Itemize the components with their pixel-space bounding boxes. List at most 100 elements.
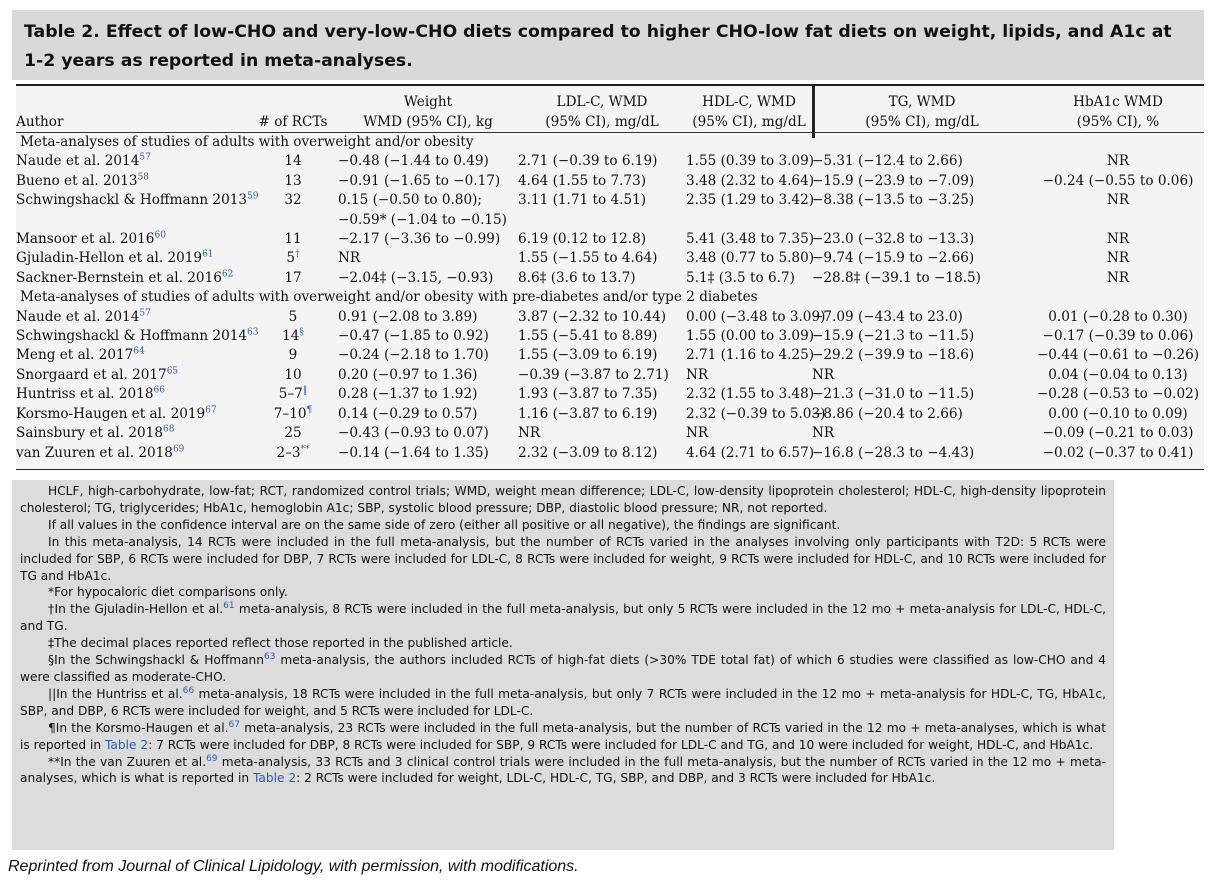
cell-tg: −15.9 (−21.3 to −11.5) xyxy=(812,328,975,345)
table-row: −0.59* (−1.04 to −0.15) xyxy=(16,211,1204,230)
cell-hdl: 3.48 (2.32 to 4.64) xyxy=(686,172,815,189)
cell-tg: NR xyxy=(812,425,835,442)
cell-hdl: 3.48 (0.77 to 5.80) xyxy=(686,250,815,267)
cell-hdl: 4.64 (2.71 to 6.57) xyxy=(686,444,815,461)
cell-hba1c: NR xyxy=(1106,192,1130,209)
cell-hba1c: 0.00 (−0.10 to 0.09) xyxy=(1048,405,1188,422)
table-row: Schwingshackl & Hoffmann 201359 32 0.15 (−… xyxy=(16,191,1204,210)
table-row: Gjuladin-Hellon et al. 201961 5† NR 1.55 (−… xyxy=(16,249,1204,268)
cell-author: van Zuuren et al. 201869 xyxy=(16,443,185,461)
cell-hba1c: NR xyxy=(1106,269,1130,286)
header-hba1c: HbA1c WMD (95% CI), % xyxy=(1032,88,1204,133)
cell-weight: −0.14 (−1.64 to 1.35) xyxy=(338,444,489,461)
table-row: Mansoor et al. 201660 11 −2.17 (−3.36 to −… xyxy=(16,230,1204,249)
table-2-link[interactable]: Table 2 xyxy=(104,737,149,752)
reprint-credit: Reprinted from Journal of Clinical Lipid… xyxy=(8,858,579,875)
cell-rcts: 32 xyxy=(284,192,302,209)
note-parallel: ||In the Huntriss et al.66 meta-analysis… xyxy=(20,685,1106,718)
table-title: Table 2. Effect of low-CHO and very-low-… xyxy=(12,10,1204,80)
cell-rcts: 14 xyxy=(284,153,302,170)
cell-tg: −15.9 (−23.9 to −7.09) xyxy=(812,172,975,189)
table-row: Huntriss et al. 201866 5–7‖ 0.28 (−1.37 to… xyxy=(16,385,1204,404)
cell-author: Schwingshackl & Hoffmann 201359 xyxy=(16,191,259,209)
cell-tg: −21.3 (−31.0 to −11.5) xyxy=(812,386,975,403)
cell-weight: −0.59* (−1.04 to −0.15) xyxy=(338,211,507,228)
cell-tg: NR xyxy=(812,366,835,383)
cell-rcts: 17 xyxy=(284,269,302,286)
cell-tg: −7.09 (−43.4 to 23.0) xyxy=(812,308,963,325)
cell-weight: 0.14 (−0.29 to 0.57) xyxy=(338,405,478,422)
data-table-panel: Author # of RCTs Weight WMD (95% CI), kg … xyxy=(16,84,1204,470)
cell-ldl: 3.11 (1.71 to 4.51) xyxy=(518,192,647,209)
cell-weight: −2.04‡ (−3.15, −0.93) xyxy=(338,269,494,286)
cell-author: Meng et al. 201764 xyxy=(16,346,145,364)
cell-author: Naude et al. 201457 xyxy=(16,308,151,325)
cell-tg: −28.8‡ (−39.1 to −18.5) xyxy=(812,269,981,286)
table-row: Bueno et al. 201358 13 −0.91 (−1.65 to −0.… xyxy=(16,172,1204,191)
cell-tg: −8.86 (−20.4 to 2.66) xyxy=(812,405,963,422)
cell-rcts: 2–3** xyxy=(276,443,310,461)
cell-weight: −0.43 (−0.93 to 0.07) xyxy=(338,425,489,442)
cell-rcts: 5 xyxy=(288,308,298,325)
cell-ldl: 3.87 (−2.32 to 10.44) xyxy=(518,308,667,325)
cell-hdl xyxy=(686,211,812,230)
cell-hdl: 2.32 (1.55 to 3.48) xyxy=(686,386,815,403)
header-tg: TG, WMD (95% CI), mg/dL xyxy=(812,88,1032,133)
note-t2d: In this meta-analysis, 14 RCTs were incl… xyxy=(20,534,1106,583)
cell-ldl: 8.6‡ (3.6 to 13.7) xyxy=(518,269,636,286)
table-row: Korsmo-Haugen et al. 201967 7–10¶ 0.14 (−0… xyxy=(16,405,1204,424)
cell-hdl: 1.55 (0.00 to 3.09) xyxy=(686,328,815,345)
cell-weight: −0.24 (−2.18 to 1.70) xyxy=(338,347,489,364)
cell-hba1c: NR xyxy=(1106,231,1130,248)
table-footnotes: HCLF, high-carbohydrate, low-fat; RCT, r… xyxy=(12,480,1114,850)
section-row: Meta-analyses of studies of adults with … xyxy=(16,133,1204,153)
cell-rcts xyxy=(248,211,338,230)
cell-hba1c: −0.09 (−0.21 to 0.03) xyxy=(1042,425,1194,442)
section-row: Meta-analyses of studies of adults with … xyxy=(16,288,1204,307)
table-row: Naude et al. 201457 14 −0.48 (−1.44 to 0.4… xyxy=(16,152,1204,171)
cell-weight: NR xyxy=(338,250,361,267)
cell-ldl: 1.93 (−3.87 to 7.35) xyxy=(518,386,658,403)
cell-hba1c: NR xyxy=(1106,250,1130,267)
note-double-star: **In the van Zuuren et al.69 meta-analys… xyxy=(20,753,1106,786)
table-row: Schwingshackl & Hoffmann 201463 14§ −0.47 … xyxy=(16,327,1204,346)
table-row: Snorgaard et al. 201765 10 0.20 (−0.97 to … xyxy=(16,366,1204,385)
cell-rcts: 7–10¶ xyxy=(273,405,313,422)
cell-author: Schwingshackl & Hoffmann 201463 xyxy=(16,327,259,345)
header-ldl: LDL-C, WMD (95% CI), mg/dL xyxy=(518,88,686,133)
note-abbreviations: HCLF, high-carbohydrate, low-fat; RCT, r… xyxy=(20,484,1106,515)
cell-author: Sainsbury et al. 201868 xyxy=(16,424,175,442)
cell-ldl: 1.55 (−1.55 to 4.64) xyxy=(518,250,658,267)
cell-weight: −2.17 (−3.36 to −0.99) xyxy=(338,231,501,248)
cell-rcts: 5–7‖ xyxy=(278,385,308,403)
table-row: Sainsbury et al. 201868 25 −0.43 (−0.93 to… xyxy=(16,424,1204,443)
cell-rcts: 13 xyxy=(284,172,302,189)
table-row: Naude et al. 201457 5 0.91 (−2.08 to 3.89)… xyxy=(16,308,1204,327)
header-rcts: # of RCTs xyxy=(248,88,338,133)
table-top-rule xyxy=(16,84,1204,86)
table-row: van Zuuren et al. 201869 2–3** −0.14 (−1.6… xyxy=(16,444,1204,463)
cell-ldl: 6.19 (0.12 to 12.8) xyxy=(518,231,647,248)
cell-hdl: 1.55 (0.39 to 3.09) xyxy=(686,153,815,170)
cell-weight: −0.48 (−1.44 to 0.49) xyxy=(338,153,489,170)
cell-hdl: NR xyxy=(686,366,709,383)
cell-hba1c: −0.02 (−0.37 to 0.41) xyxy=(1042,444,1194,461)
cell-tg: −23.0 (−32.8 to −13.3) xyxy=(812,231,975,248)
note-star: *For hypocaloric diet comparisons only. xyxy=(48,585,288,600)
cell-hdl: 2.35 (1.29 to 3.42) xyxy=(686,192,815,209)
cell-ldl: 4.64 (1.55 to 7.73) xyxy=(518,172,647,189)
cell-hba1c xyxy=(1032,211,1204,230)
cell-hba1c: 0.01 (−0.28 to 0.30) xyxy=(1048,308,1188,325)
table-row: Meng et al. 201764 9 −0.24 (−2.18 to 1.70)… xyxy=(16,346,1204,365)
cell-tg: −16.8 (−28.3 to −4.43) xyxy=(812,444,975,461)
section-label: Meta-analyses of studies of adults with … xyxy=(20,289,758,306)
cell-hdl: 0.00 (−3.48 to 3.09) xyxy=(686,308,826,325)
table-2-link[interactable]: Table 2 xyxy=(252,771,297,786)
cell-ldl xyxy=(518,211,686,230)
cell-hdl: 2.32 (−0.39 to 5.03) xyxy=(686,405,826,422)
cell-ldl: 1.55 (−3.09 to 6.19) xyxy=(518,347,658,364)
note-section: §In the Schwingshackl & Hoffmann63 meta-… xyxy=(20,652,1106,684)
note-pilcrow: ¶In the Korsmo-Haugen et al.67 meta-anal… xyxy=(20,719,1107,752)
cell-tg xyxy=(812,211,1032,230)
cell-tg: −5.31 (−12.4 to 2.66) xyxy=(812,153,963,170)
